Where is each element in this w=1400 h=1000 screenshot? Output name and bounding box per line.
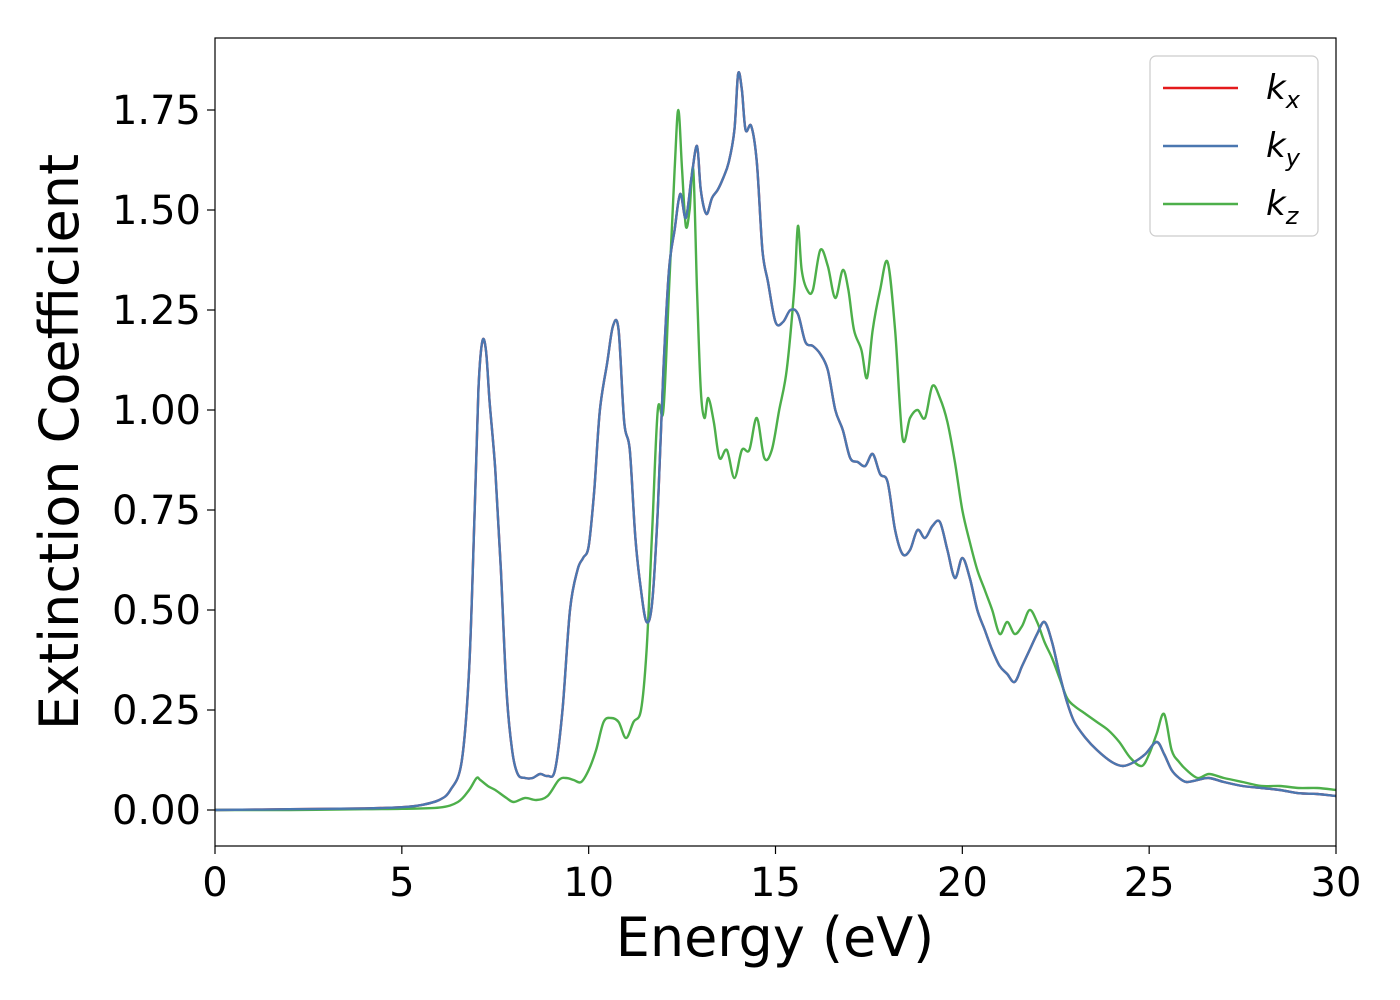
x-tick-label: 20: [937, 860, 988, 906]
x-axis-title: Energy (eV): [616, 906, 935, 969]
legend-label-k-z: kz: [1266, 184, 1300, 230]
y-tick-label: 0.00: [112, 788, 201, 834]
y-tick-label: 1.25: [112, 288, 201, 334]
x-tick-label: 5: [389, 860, 414, 906]
y-tick-label: 0.75: [112, 488, 201, 534]
y-axis: 0.00 0.25 0.50 0.75 1.00 1.25 1.50 1.75: [112, 88, 215, 834]
y-tick-label: 1.75: [112, 88, 201, 134]
legend-label-k-y: ky: [1266, 126, 1301, 172]
y-tick-label: 0.50: [112, 588, 201, 634]
y-tick-label: 0.25: [112, 688, 201, 734]
x-tick-label: 10: [563, 860, 614, 906]
legend-items: kx ky kz: [1163, 68, 1301, 230]
series-layer: [214, 71, 1337, 812]
series-line-k-z: [214, 108, 1337, 812]
x-tick-label: 25: [1124, 860, 1175, 906]
legend-label-k-x: kx: [1266, 68, 1301, 114]
x-tick-label: 30: [1311, 860, 1362, 906]
y-tick-label: 1.00: [112, 388, 201, 434]
x-tick-label: 0: [202, 860, 227, 906]
x-axis: 0 5 10 15 20 25 30: [202, 846, 1361, 906]
legend: kx ky kz: [1149, 55, 1319, 237]
y-axis-title: Extinction Coefficient: [28, 154, 91, 730]
x-tick-label: 15: [750, 860, 801, 906]
y-tick-label: 1.50: [112, 188, 201, 234]
series-line-k-y: [214, 71, 1337, 812]
